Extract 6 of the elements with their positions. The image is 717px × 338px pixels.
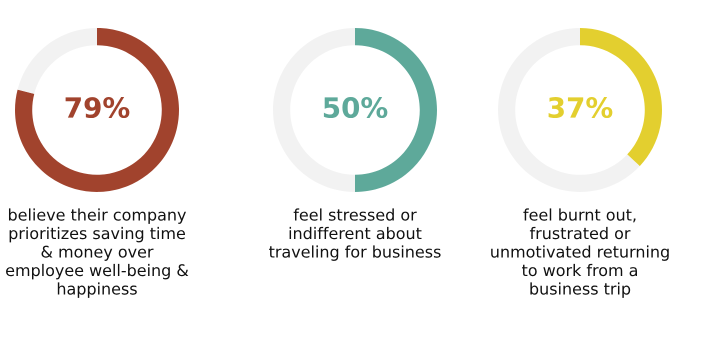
text: believe their company prioritizes saving time & money over employee well-being & happiness (6, 208, 188, 298)
data-label: 79% (66, 97, 130, 118)
data-label: 50% (324, 97, 388, 118)
text: feel stressed or indifferent about traveling for business (269, 208, 441, 261)
text: feel burnt out, frustrated or unmotivated returning to work from a business trip (491, 208, 669, 298)
data-label: 37% (548, 97, 612, 118)
